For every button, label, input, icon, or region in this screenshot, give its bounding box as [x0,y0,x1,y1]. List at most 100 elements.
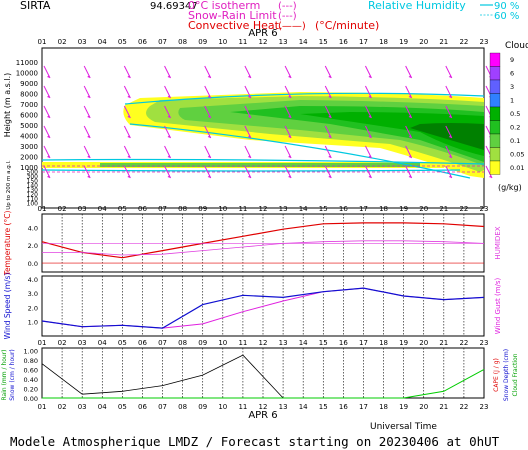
cloud-ytick: 2000 [20,154,38,162]
cloud-bottom-tick: 20 [419,205,428,213]
legend-convective-label: Convective Heat. [188,19,282,32]
site-coords: 94.69347 [150,1,198,12]
cloud-bottom-tick: 02 [58,205,67,213]
cloud-top-tick: 13 [279,38,288,46]
clouds-legend-level: 0.2 [510,124,520,132]
precip-tick: 12 [259,403,268,411]
wind-arrow-head [47,175,50,178]
cloud-ytick: 120 [27,192,39,199]
humidity-contour-2 [41,158,485,165]
humidity-contour-3 [41,169,461,172]
wind-tick: 10 [218,339,227,347]
wind-tick: 19 [399,339,408,347]
wind-tick: 07 [158,339,167,347]
cloud-bottom-tick: 10 [218,205,227,213]
wind-arrow-head [167,175,171,178]
wind-arrow-head [87,175,91,178]
clouds-legend-level: 0.1 [510,137,520,145]
cloud-ytick: 150 [27,178,39,185]
snow-ylabel: Snow (cm / hour) [9,349,16,401]
cloud-top-tick: 14 [299,38,308,46]
cloud-bottom-tick: 23 [480,205,489,213]
wind-tick: 02 [58,339,67,347]
precip-series-0 [41,354,484,399]
precip-ytick: 1.00 [24,347,38,355]
wind-arrow-head [368,95,372,98]
wind-arrow-head [247,115,251,118]
wind-arrow-head [448,75,452,78]
cloud-ytick: 110 [27,196,39,203]
date-label: APR 6 [248,410,277,421]
wind-arrow-head [87,75,91,78]
wind-arrow-head [47,95,50,98]
wind-arrow-head [408,95,412,98]
wind-arrow-head [167,95,171,98]
precip-tick: 15 [319,403,328,411]
wind-arrow-head [288,95,292,98]
wind-arrow-head [127,175,131,178]
clouds-legend-level: 6 [510,70,514,78]
cloud-ytick: 10000 [16,70,38,78]
precip-tick: 11 [238,403,247,411]
wind-arrow-head [328,135,332,138]
cape-ylabel: CAPE (J / g) [493,358,500,392]
precip-ytick: 0.60 [24,366,38,374]
wind-arrow-head [127,115,131,118]
cloud-top-tick: 19 [399,38,408,46]
wind-arrow-head [247,155,251,158]
wind-arrow-head [87,135,91,138]
cloud-ytick: 11000 [16,59,38,67]
wind-arrow-head [408,155,412,158]
wind-arrow-head [207,175,211,178]
wind-arrow-head [328,75,332,78]
wind-tick: 03 [78,339,87,347]
cloud-bottom-tick: 01 [38,205,47,213]
cloud-ytick: 4000 [20,133,38,141]
wind-arrow-head [328,155,332,158]
cloud-top-tick: 10 [218,38,227,46]
cloud-top-tick: 08 [178,38,187,46]
wind-arrow-head [87,155,91,158]
cloud-top-tick: 07 [158,38,167,46]
precip-tick: 06 [138,403,147,411]
wind-arrow-head [167,115,171,118]
wind-tick: 12 [259,339,268,347]
wind-arrow-head [47,135,50,138]
wind-arrow-head [448,135,452,138]
wind-tick: 08 [178,339,187,347]
precip-tick: 04 [98,403,107,411]
wind-tick: 23 [480,339,489,347]
wind-tick: 05 [118,339,127,347]
wind-tick: 20 [419,339,428,347]
cloud-ytick: 8000 [20,91,38,99]
wind-arrow-head [448,155,452,158]
precip-tick: 08 [178,403,187,411]
cloud-bottom-tick: 11 [238,205,247,213]
wind-tick: 16 [339,339,348,347]
wind-arrow-head [127,155,131,158]
wind-speed-ylabel: Wind Speed (m/s) [3,273,12,340]
precip-tick: 03 [78,403,87,411]
wind-ytick: 3.0 [28,290,38,298]
wind-arrow-head [247,95,251,98]
wind-arrow-head [448,175,452,178]
cloud-bottom-tick: 04 [98,205,107,213]
time-axis-label: Universal Time [370,422,437,432]
precip-series-1 [42,368,485,399]
wind-arrow-head [288,155,292,158]
wind-arrow-head [247,75,251,78]
cloud-ytick: 6000 [20,112,38,120]
wind-arrow-head [408,175,412,178]
cloud-top-tick: 03 [78,38,87,46]
clouds-legend-swatch [489,52,501,67]
wind-arrow-head [408,135,412,138]
clouds-legend-title: Clouds [505,41,528,51]
wind-tick: 21 [439,339,448,347]
clouds-legend-level: 9 [510,56,514,64]
wind-arrow-head [489,175,492,178]
wind-arrow-head [288,115,292,118]
temperature-ytick: 2.0 [28,242,38,250]
cloud-top-tick: 02 [58,38,67,46]
precip-tick: 09 [198,403,207,411]
cloud-top-tick: 09 [198,38,207,46]
